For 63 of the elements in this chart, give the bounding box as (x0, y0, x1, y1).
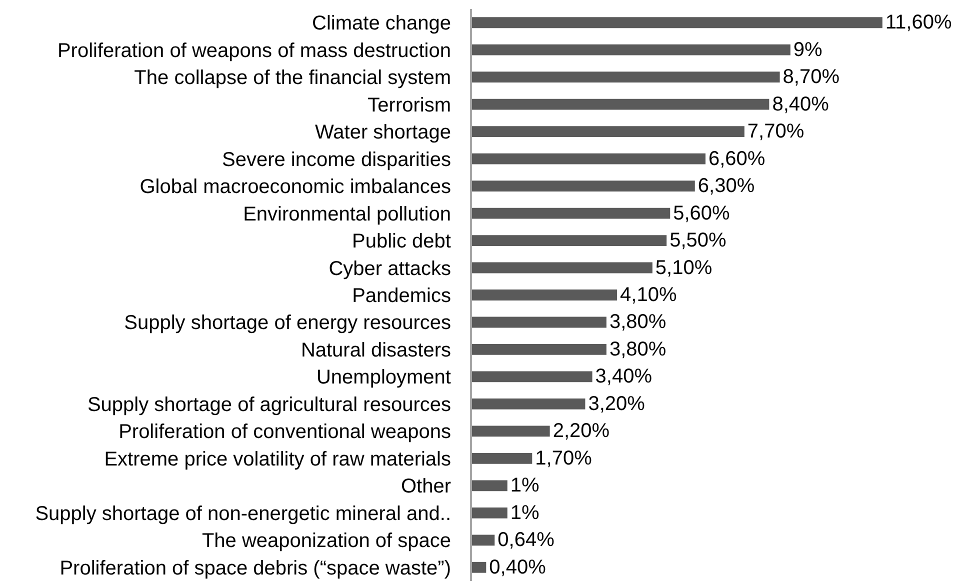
data-label: 2,20% (552, 420, 610, 442)
y-tick-label: Supply shortage of energy resources (124, 312, 451, 334)
y-tick-label: Supply shortage of non-energetic mineral and.. (35, 502, 451, 525)
data-label: 6,30% (698, 175, 755, 198)
y-tick-label: Severe income disparities (222, 148, 451, 171)
bar (472, 72, 780, 83)
y-tick-label: Natural disasters (300, 339, 451, 362)
bar (472, 426, 550, 437)
data-label: 8,40% (772, 93, 830, 116)
data-label: 5,60% (673, 202, 730, 224)
data-label: 1% (510, 474, 540, 497)
bar (472, 208, 670, 219)
bar (472, 17, 882, 28)
y-tick-label: Proliferation of space debris (“space waste”) (60, 557, 451, 580)
bar (472, 562, 486, 573)
bar (472, 235, 667, 246)
bar (472, 316, 606, 328)
y-tick-label: Proliferation of weapons of mass destruction (57, 40, 451, 62)
data-label: 9% (793, 38, 823, 61)
data-label: 5,10% (655, 256, 712, 279)
bar (472, 180, 695, 192)
bar (472, 371, 592, 382)
bar (472, 262, 652, 274)
y-tick-label: Water shortage (315, 122, 451, 144)
bar (472, 126, 744, 138)
bar (472, 44, 790, 56)
y-tick-label: The weaponization of space (202, 530, 451, 552)
y-tick-label: Climate change (312, 12, 451, 35)
y-tick-label: Cyber attacks (328, 258, 451, 280)
bar (472, 452, 532, 464)
y-tick-label: Extreme price volatility of raw materials (104, 448, 451, 470)
y-tick-label: Proliferation of conventional weapons (118, 421, 451, 444)
y-tick-label: Pandemics (352, 285, 451, 307)
data-label: 1% (510, 502, 540, 524)
data-label: 3,80% (609, 311, 666, 334)
bar (472, 290, 618, 300)
data-label: 11,60% (885, 12, 952, 34)
y-tick-label: Unemployment (316, 366, 452, 389)
y-tick-label: Global macroeconomic imbalances (140, 176, 451, 198)
y-tick-label: Public debt (352, 230, 452, 253)
bar (472, 480, 508, 492)
data-label: 6,60% (708, 148, 766, 170)
y-tick-label: The collapse of the financial system (134, 67, 451, 90)
y-tick-label: Supply shortage of agricultural resources (87, 394, 451, 416)
data-label: 5,50% (670, 230, 727, 252)
bar (472, 507, 508, 518)
data-label: 3,80% (609, 338, 666, 360)
bar (472, 98, 770, 110)
data-label: 3,20% (588, 392, 646, 415)
data-label: 0,40% (489, 556, 546, 578)
bar (472, 534, 495, 546)
data-label: 8,70% (782, 66, 840, 88)
data-label: 0,64% (498, 529, 555, 552)
data-label: 3,40% (595, 366, 652, 388)
y-tick-label: Environmental pollution (243, 203, 451, 226)
bar (472, 398, 586, 410)
data-label: 7,70% (747, 120, 804, 143)
bar (472, 153, 706, 164)
bar (472, 344, 606, 355)
y-tick-label: Terrorism (368, 94, 451, 116)
data-label: 4,10% (620, 284, 677, 306)
data-label: 1,70% (535, 447, 592, 470)
y-tick-label: Other (400, 476, 452, 498)
